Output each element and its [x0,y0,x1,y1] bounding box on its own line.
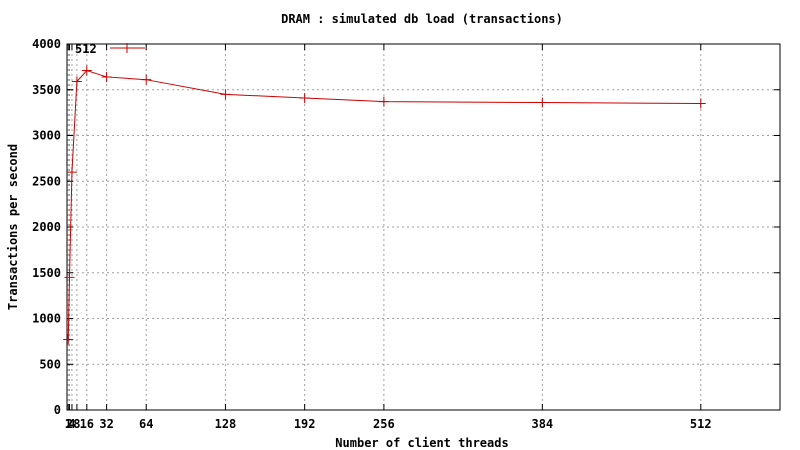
data-point [63,334,74,345]
x-tick-label: 4 [68,417,75,431]
data-point [64,272,75,283]
x-tick-label: 512 [690,417,712,431]
y-tick-label: 1500 [32,266,61,280]
y-tick-label: 1000 [32,312,61,326]
legend: 512 [75,42,145,56]
data-point [695,98,706,109]
x-tick-label: 8 [73,417,80,431]
y-tick-label: 3000 [32,129,61,143]
data-point [81,65,92,76]
x-tick-label: 64 [139,417,153,431]
chart-title: DRAM : simulated db load (transactions) [281,12,563,26]
y-tick-label: 4000 [32,37,61,51]
y-axis-label: Transactions per second [6,144,20,310]
x-tick-label: 192 [294,417,316,431]
y-tick-label: 2000 [32,220,61,234]
x-tick-label: 384 [531,417,553,431]
data-point [71,76,82,87]
plot-frame [66,43,781,411]
series-layer [63,65,706,345]
y-tick-label: 500 [39,357,61,371]
legend-label: 512 [75,42,97,56]
grid [67,44,780,410]
data-point [537,97,548,108]
y-tick-label: 3500 [32,83,61,97]
x-tick-label: 32 [99,417,113,431]
y-tick-label: 2500 [32,174,61,188]
legend-marker [122,43,132,53]
data-point [101,71,112,82]
data-point [66,167,77,178]
x-tick-label: 1 [65,417,72,431]
data-point [299,92,310,103]
x-tick-label: 2 [66,417,73,431]
x-tick-label: 256 [373,417,395,431]
x-tick-label: 16 [80,417,94,431]
data-point [378,96,389,107]
x-axis-label: Number of client threads [335,436,508,450]
data-point [220,89,231,100]
y-tick-label: 0 [54,403,61,417]
series-line [67,69,701,340]
x-tick-label: 128 [215,417,237,431]
data-point [141,74,152,85]
